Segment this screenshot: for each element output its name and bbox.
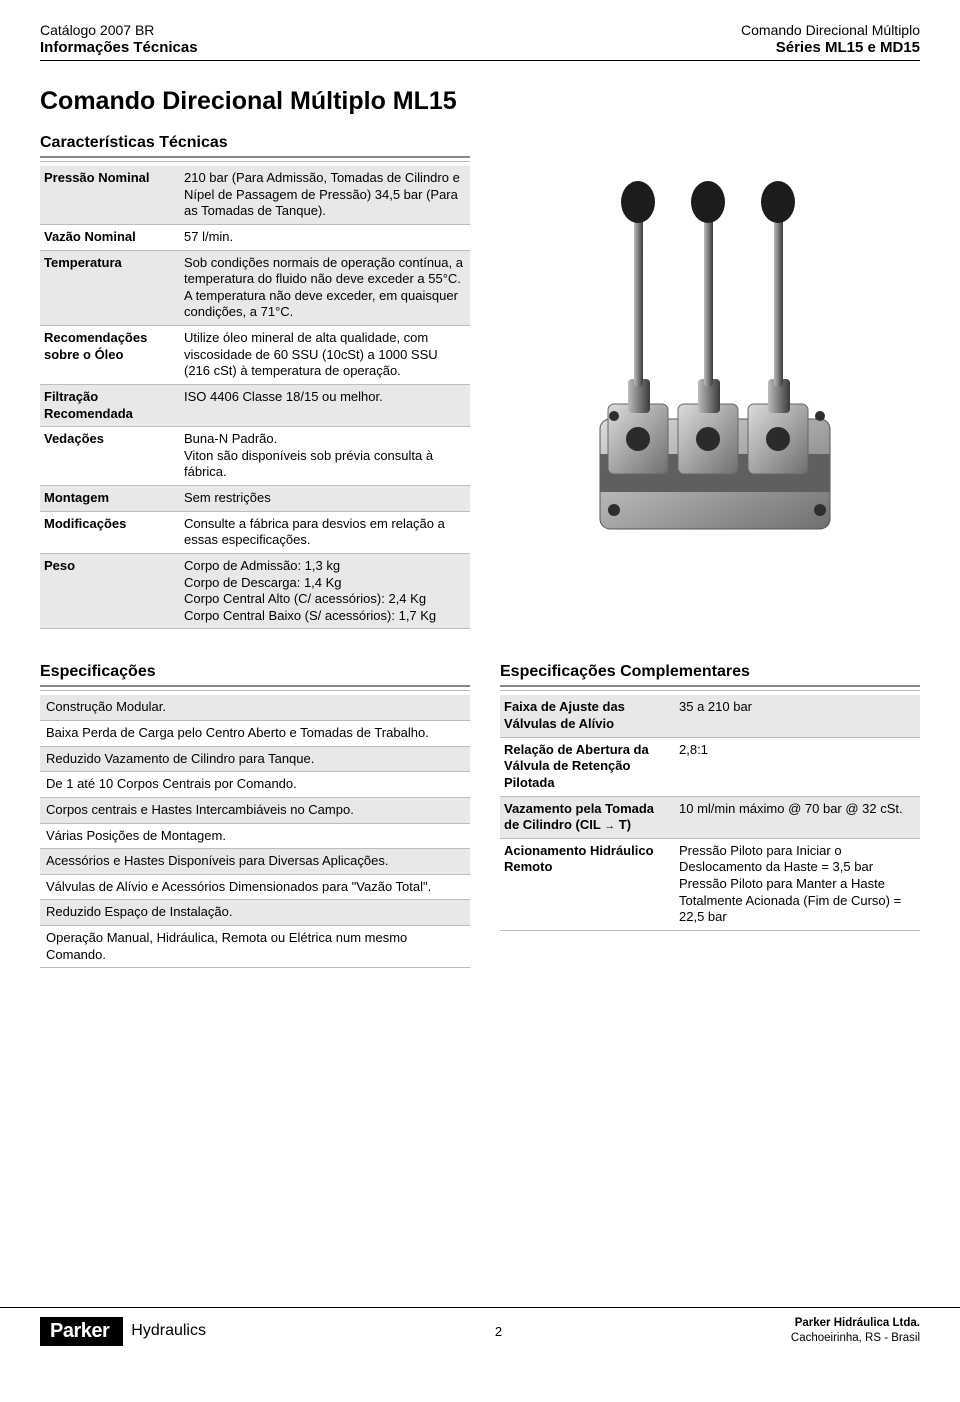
comp-specs-table: Faixa de Ajuste das Válvulas de Alívio35… — [500, 695, 920, 931]
spec-label: Vazão Nominal — [40, 224, 180, 250]
page-header: Catálogo 2007 BR Comando Direcional Múlt… — [40, 22, 920, 61]
page-title: Comando Direcional Múltiplo ML15 — [40, 87, 920, 116]
spec-value: ISO 4406 Classe 18/15 ou melhor. — [180, 384, 470, 426]
table-row: VedaçõesBuna-N Padrão.Viton são disponív… — [40, 427, 470, 486]
comp-label: Acionamento Hidráulico Remoto — [500, 838, 675, 930]
header-left-bottom: Informações Técnicas — [40, 39, 198, 56]
footer-company: Parker Hidráulica Ltda. — [791, 1316, 920, 1331]
table-row: ModificaçõesConsulte a fábrica para desv… — [40, 511, 470, 553]
list-text: Construção Modular. — [40, 695, 470, 720]
comp-specs-section: Especificações Complementares Faixa de A… — [500, 663, 920, 931]
spec-value: Sob condições normais de operação contín… — [180, 250, 470, 326]
list-item: Reduzido Vazamento de Cilindro para Tanq… — [40, 746, 470, 772]
header-right-bottom: Séries ML15 e MD15 — [776, 39, 920, 56]
list-item: Construção Modular. — [40, 695, 470, 720]
page-footer: Parker Hydraulics 2 Parker Hidráulica Lt… — [0, 1307, 960, 1360]
list-text: Válvulas de Alívio e Acessórios Dimensio… — [40, 874, 470, 900]
comp-heading: Especificações Complementares — [500, 663, 920, 681]
table-row: Faixa de Ajuste das Válvulas de Alívio35… — [500, 695, 920, 737]
hydraulics-label: Hydraulics — [131, 1322, 206, 1340]
spec-value: 210 bar (Para Admissão, Tomadas de Cilin… — [180, 166, 470, 224]
table-row: PesoCorpo de Admissão: 1,3 kgCorpo de De… — [40, 553, 470, 629]
spec-value: Corpo de Admissão: 1,3 kgCorpo de Descar… — [180, 553, 470, 629]
spec-label: Montagem — [40, 486, 180, 512]
header-right-top: Comando Direcional Múltiplo — [741, 22, 920, 38]
specs-list: Construção Modular.Baixa Perda de Carga … — [40, 695, 470, 968]
product-image — [530, 154, 890, 574]
list-item: De 1 até 10 Corpos Centrais por Comando. — [40, 772, 470, 798]
footer-location: Cachoeirinha, RS - Brasil — [791, 1331, 920, 1346]
tech-specs-table: Pressão Nominal210 bar (Para Admissão, T… — [40, 166, 470, 629]
table-row: Pressão Nominal210 bar (Para Admissão, T… — [40, 166, 470, 224]
list-text: Reduzido Vazamento de Cilindro para Tanq… — [40, 746, 470, 772]
list-text: De 1 até 10 Corpos Centrais por Comando. — [40, 772, 470, 798]
list-item: Corpos centrais e Hastes Intercambiáveis… — [40, 797, 470, 823]
list-item: Acessórios e Hastes Disponíveis para Div… — [40, 849, 470, 875]
spec-label: Vedações — [40, 427, 180, 486]
tech-heading: Características Técnicas — [40, 134, 470, 152]
header-left-top: Catálogo 2007 BR — [40, 22, 154, 38]
table-row: Filtração RecomendadaISO 4406 Classe 18/… — [40, 384, 470, 426]
list-text: Baixa Perda de Carga pelo Centro Aberto … — [40, 721, 470, 747]
specs-heading: Especificações — [40, 663, 470, 681]
spec-value: 57 l/min. — [180, 224, 470, 250]
section-rule — [40, 685, 470, 691]
table-row: Recomendações sobre o ÓleoUtilize óleo m… — [40, 326, 470, 385]
table-row: Relação de Abertura da Válvula de Retenç… — [500, 737, 920, 796]
spec-value: Consulte a fábrica para desvios em relaç… — [180, 511, 470, 553]
spec-value: Sem restrições — [180, 486, 470, 512]
tech-specs-section: Características Técnicas Pressão Nominal… — [40, 134, 470, 629]
spec-label: Filtração Recomendada — [40, 384, 180, 426]
table-row: MontagemSem restrições — [40, 486, 470, 512]
comp-label: Relação de Abertura da Válvula de Retenç… — [500, 737, 675, 796]
list-text: Acessórios e Hastes Disponíveis para Div… — [40, 849, 470, 875]
list-text: Operação Manual, Hidráulica, Remota ou E… — [40, 926, 470, 968]
comp-value: Pressão Piloto para Iniciar o Deslocamen… — [675, 838, 920, 930]
page-number: 2 — [206, 1324, 791, 1339]
spec-value: Buna-N Padrão.Viton são disponíveis sob … — [180, 427, 470, 486]
list-item: Reduzido Espaço de Instalação. — [40, 900, 470, 926]
table-row: Acionamento Hidráulico RemotoPressão Pil… — [500, 838, 920, 930]
header-separator — [40, 60, 920, 61]
table-row: Vazamento pela Tomada de Cilindro (CIL →… — [500, 796, 920, 838]
list-text: Reduzido Espaço de Instalação. — [40, 900, 470, 926]
comp-value: 10 ml/min máximo @ 70 bar @ 32 cSt. — [675, 796, 920, 838]
spec-label: Pressão Nominal — [40, 166, 180, 224]
list-item: Operação Manual, Hidráulica, Remota ou E… — [40, 926, 470, 968]
specs-section: Especificações Construção Modular.Baixa … — [40, 663, 470, 968]
comp-value: 2,8:1 — [675, 737, 920, 796]
parker-logo: Parker — [40, 1317, 123, 1346]
spec-label: Modificações — [40, 511, 180, 553]
spec-label: Peso — [40, 553, 180, 629]
list-item: Várias Posições de Montagem. — [40, 823, 470, 849]
comp-value: 35 a 210 bar — [675, 695, 920, 737]
section-rule — [500, 685, 920, 691]
section-rule — [40, 156, 470, 162]
spec-label: Temperatura — [40, 250, 180, 326]
table-row: TemperaturaSob condições normais de oper… — [40, 250, 470, 326]
list-item: Baixa Perda de Carga pelo Centro Aberto … — [40, 721, 470, 747]
spec-label: Recomendações sobre o Óleo — [40, 326, 180, 385]
list-text: Corpos centrais e Hastes Intercambiáveis… — [40, 797, 470, 823]
spec-value: Utilize óleo mineral de alta qualidade, … — [180, 326, 470, 385]
table-row: Vazão Nominal57 l/min. — [40, 224, 470, 250]
comp-label: Vazamento pela Tomada de Cilindro (CIL →… — [500, 796, 675, 838]
list-item: Válvulas de Alívio e Acessórios Dimensio… — [40, 874, 470, 900]
comp-label: Faixa de Ajuste das Válvulas de Alívio — [500, 695, 675, 737]
list-text: Várias Posições de Montagem. — [40, 823, 470, 849]
